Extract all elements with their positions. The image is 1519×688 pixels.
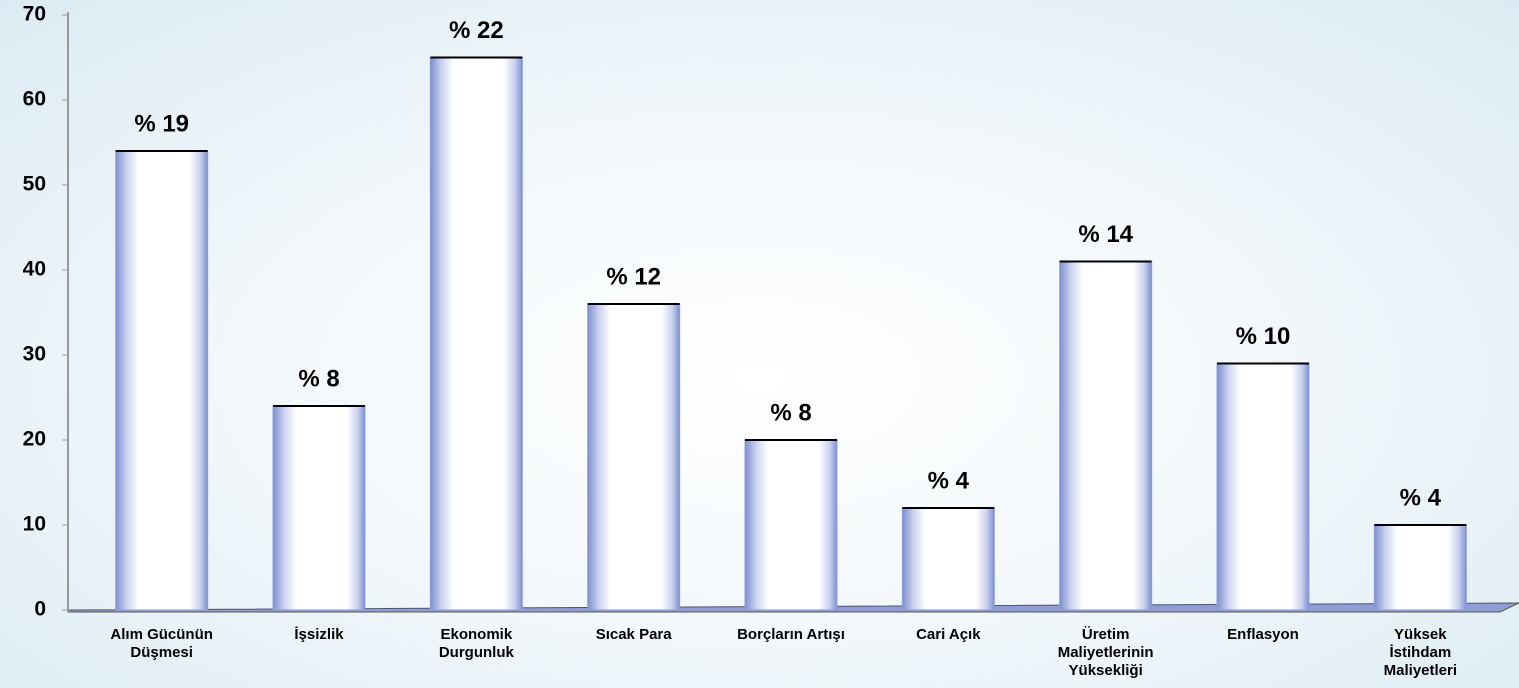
y-tick-label: 40 <box>23 258 46 281</box>
bar <box>429 57 523 611</box>
bar <box>901 507 995 611</box>
bar <box>1216 363 1310 611</box>
y-tick-label: 10 <box>23 513 46 536</box>
data-label: % 14 <box>1078 221 1133 248</box>
y-tick-label: 50 <box>23 173 46 196</box>
x-tick-label: Borçların Artışı <box>737 626 845 643</box>
y-tick-label: 20 <box>23 428 46 451</box>
data-label: % 4 <box>928 467 970 494</box>
bar <box>744 439 838 611</box>
data-label: % 12 <box>606 263 661 290</box>
x-tick-label: Ekonomik Durgunluk <box>438 626 514 661</box>
y-tick-label: 60 <box>23 88 46 111</box>
x-tick-label: Yüksek İstihdam Maliyetleri <box>1383 626 1458 679</box>
data-label: % 8 <box>770 399 811 426</box>
bar <box>115 150 209 611</box>
bar <box>587 303 681 611</box>
y-tick-label: 30 <box>23 343 46 366</box>
data-label: % 22 <box>449 17 504 44</box>
data-label: % 10 <box>1236 323 1291 350</box>
bar <box>1059 261 1153 611</box>
bar <box>272 405 366 611</box>
x-tick-label: İşsizlik <box>294 626 344 643</box>
x-tick-label: Sıcak Para <box>595 626 672 643</box>
data-label: % 4 <box>1400 484 1442 511</box>
y-tick-label: 70 <box>23 3 46 26</box>
x-tick-label: Enflasyon <box>1227 626 1299 643</box>
x-tick-label: Üretim Maliyetlerinin Yüksekliği <box>1057 626 1154 679</box>
bar <box>1373 524 1467 611</box>
data-label: % 19 <box>134 110 189 137</box>
y-tick-label: 0 <box>34 598 46 621</box>
x-tick-label: Alım Gücünün Düşmesi <box>110 626 213 661</box>
x-tick-label: Cari Açık <box>916 626 981 643</box>
data-label: % 8 <box>298 365 339 392</box>
